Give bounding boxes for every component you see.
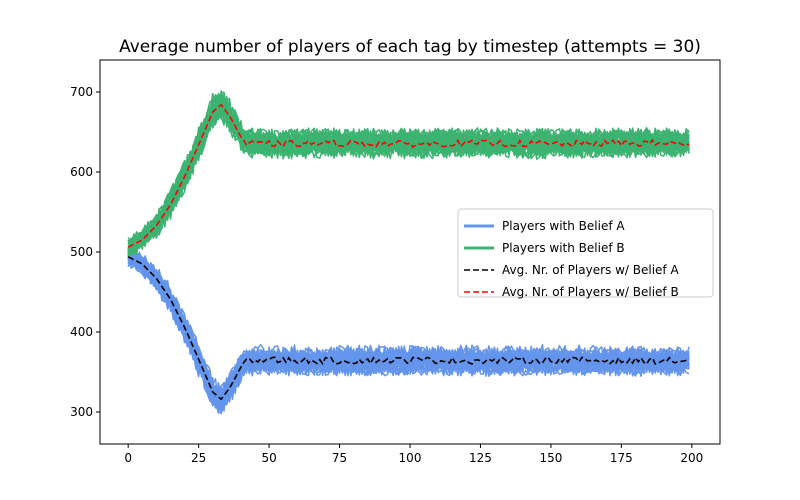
legend-label: Players with Belief B (502, 241, 625, 255)
avg-line-belief-b (127, 103, 690, 248)
avg-line-belief-a (127, 256, 690, 401)
y-tick-label: 700 (70, 85, 93, 99)
x-tick-label: 100 (399, 451, 422, 465)
x-tick-label: 125 (469, 451, 492, 465)
x-tick-label: 25 (191, 451, 206, 465)
legend-box (457, 208, 714, 298)
x-tick-label: 175 (610, 451, 633, 465)
x-tick-label: 0 (124, 451, 132, 465)
x-tick-label: 150 (539, 451, 562, 465)
y-tick-label: 600 (70, 165, 93, 179)
series-line-belief-b-attempt (127, 90, 690, 251)
x-tick-label: 50 (261, 451, 276, 465)
series-line-belief-a-attempt (127, 252, 690, 410)
legend: Players with Belief A Players with Belief… (457, 208, 714, 299)
series-line-belief-b-attempt (127, 94, 690, 252)
x-tick-label: 200 (680, 451, 703, 465)
y-tick-label: 300 (70, 405, 93, 419)
series-line-belief-a-attempt (127, 255, 690, 403)
legend-label: Avg. Nr. of Players w/ Belief B (502, 285, 679, 299)
chart-title: Average number of players of each tag by… (119, 37, 701, 57)
y-tick-label: 500 (70, 245, 93, 259)
plot-area: 0 25 50 75 100 125 150 175 200 300 400 500 600 700 (70, 59, 721, 465)
legend-label: Avg. Nr. of Players w/ Belief A (502, 263, 679, 277)
series-group (127, 90, 690, 415)
x-tick-label: 75 (332, 451, 347, 465)
series-line-belief-a-attempt (127, 255, 690, 414)
y-tick-label: 400 (70, 325, 93, 339)
legend-label: Players with Belief A (502, 219, 625, 233)
